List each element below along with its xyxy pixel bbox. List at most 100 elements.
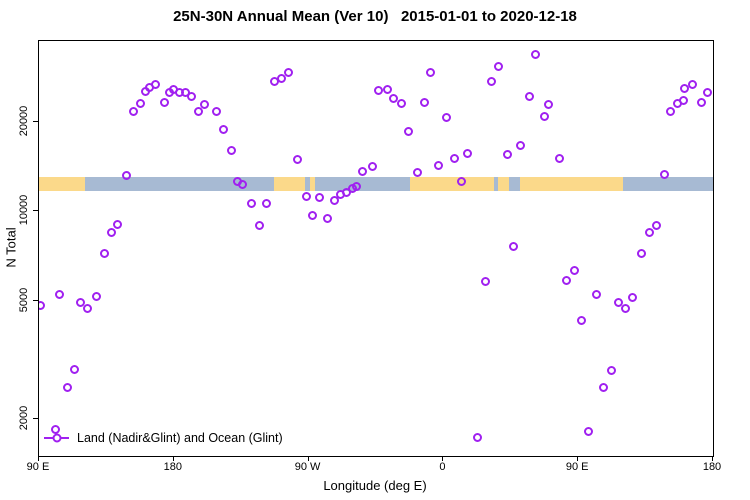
data-point [531, 50, 541, 60]
legend-open-circle-icon [52, 433, 61, 443]
data-point [159, 97, 169, 107]
data-point [83, 304, 93, 314]
data-point [562, 275, 572, 285]
data-point [226, 146, 236, 156]
data-point [238, 179, 248, 189]
data-point [261, 199, 271, 209]
data-point [91, 291, 101, 301]
data-point [502, 150, 512, 160]
data-point [554, 154, 564, 164]
y-axis-tick [33, 120, 38, 122]
map-band-segment-ocean [623, 176, 713, 192]
data-point [651, 220, 661, 230]
data-point [211, 107, 221, 117]
x-axis-title: Longitude (deg E) [323, 478, 427, 493]
data-point [322, 213, 332, 223]
data-point [276, 74, 286, 84]
x-axis-tick-label: 90 E [26, 461, 50, 473]
data-point [665, 107, 675, 117]
y-axis-tick-label: 5000 [18, 287, 30, 312]
data-point [307, 211, 317, 221]
data-point [396, 99, 406, 109]
map-band-segment-land [39, 176, 86, 192]
chart-title: 25N-30N Annual Mean (Ver 10) 2015-01-01 … [173, 8, 577, 25]
data-point [539, 111, 549, 121]
data-point [569, 265, 579, 275]
map-band-segment-land [310, 176, 316, 192]
data-point [584, 426, 594, 436]
data-point [702, 88, 712, 98]
data-point [254, 220, 264, 230]
map-band-segment-ocean [493, 176, 499, 192]
legend-line-icon [44, 433, 69, 443]
data-point [70, 364, 80, 374]
data-point [426, 67, 436, 77]
y-axis-tick [33, 299, 38, 301]
data-point [404, 127, 414, 137]
data-point [627, 292, 637, 302]
data-point [606, 365, 616, 375]
data-point [678, 96, 688, 106]
data-point [99, 249, 109, 259]
data-point [516, 141, 526, 151]
data-point [283, 68, 293, 78]
map-band-segment-ocean [509, 176, 520, 192]
data-point [480, 276, 490, 286]
data-point [76, 298, 86, 308]
data-point [186, 91, 196, 101]
data-point [524, 91, 534, 101]
legend: Land (Nadir&Glint) and Ocean (Glint) [44, 431, 283, 445]
data-point [55, 289, 65, 299]
data-point [419, 97, 429, 107]
data-point [50, 424, 60, 434]
data-point [193, 106, 203, 116]
x-axis-tick-label: 0 [439, 461, 446, 473]
data-point [680, 84, 690, 94]
data-point [591, 289, 601, 299]
data-point [433, 161, 443, 171]
data-point [292, 155, 302, 165]
x-axis-tick-label: 180 [163, 461, 182, 473]
y-axis-tick-label: 10000 [18, 194, 30, 226]
data-point [442, 113, 452, 123]
data-point [352, 182, 362, 192]
data-point [62, 383, 72, 393]
data-point [247, 199, 257, 209]
data-point [329, 195, 339, 205]
data-point [367, 162, 377, 172]
y-axis-tick [33, 210, 38, 212]
data-point [613, 298, 623, 308]
data-point [508, 242, 518, 252]
data-point [218, 124, 228, 134]
data-point [200, 100, 210, 110]
data-point [687, 79, 697, 89]
data-point [39, 300, 45, 310]
data-point [472, 433, 482, 443]
data-point [136, 98, 146, 108]
data-point [486, 76, 496, 86]
data-point [412, 167, 422, 177]
x-axis-tick-label: 90 W [294, 461, 321, 473]
data-point [128, 106, 138, 116]
x-axis-tick [38, 456, 39, 461]
data-point [620, 304, 630, 314]
data-point [107, 227, 117, 237]
data-point [644, 228, 654, 238]
y-axis-tick [33, 417, 38, 419]
data-point [382, 85, 392, 95]
data-point [576, 315, 586, 325]
data-point [493, 61, 503, 71]
x-axis-tick [307, 456, 309, 461]
x-axis-tick [712, 456, 713, 461]
data-point [151, 79, 161, 89]
data-point [544, 100, 554, 110]
data-point [463, 149, 473, 159]
data-point [598, 383, 608, 393]
legend-label: Land (Nadir&Glint) and Ocean (Glint) [77, 431, 283, 445]
map-band-segment-ocean [85, 176, 275, 192]
x-axis-tick [172, 456, 174, 461]
x-axis-tick [442, 456, 444, 461]
data-point [301, 192, 311, 202]
data-point [389, 94, 399, 104]
